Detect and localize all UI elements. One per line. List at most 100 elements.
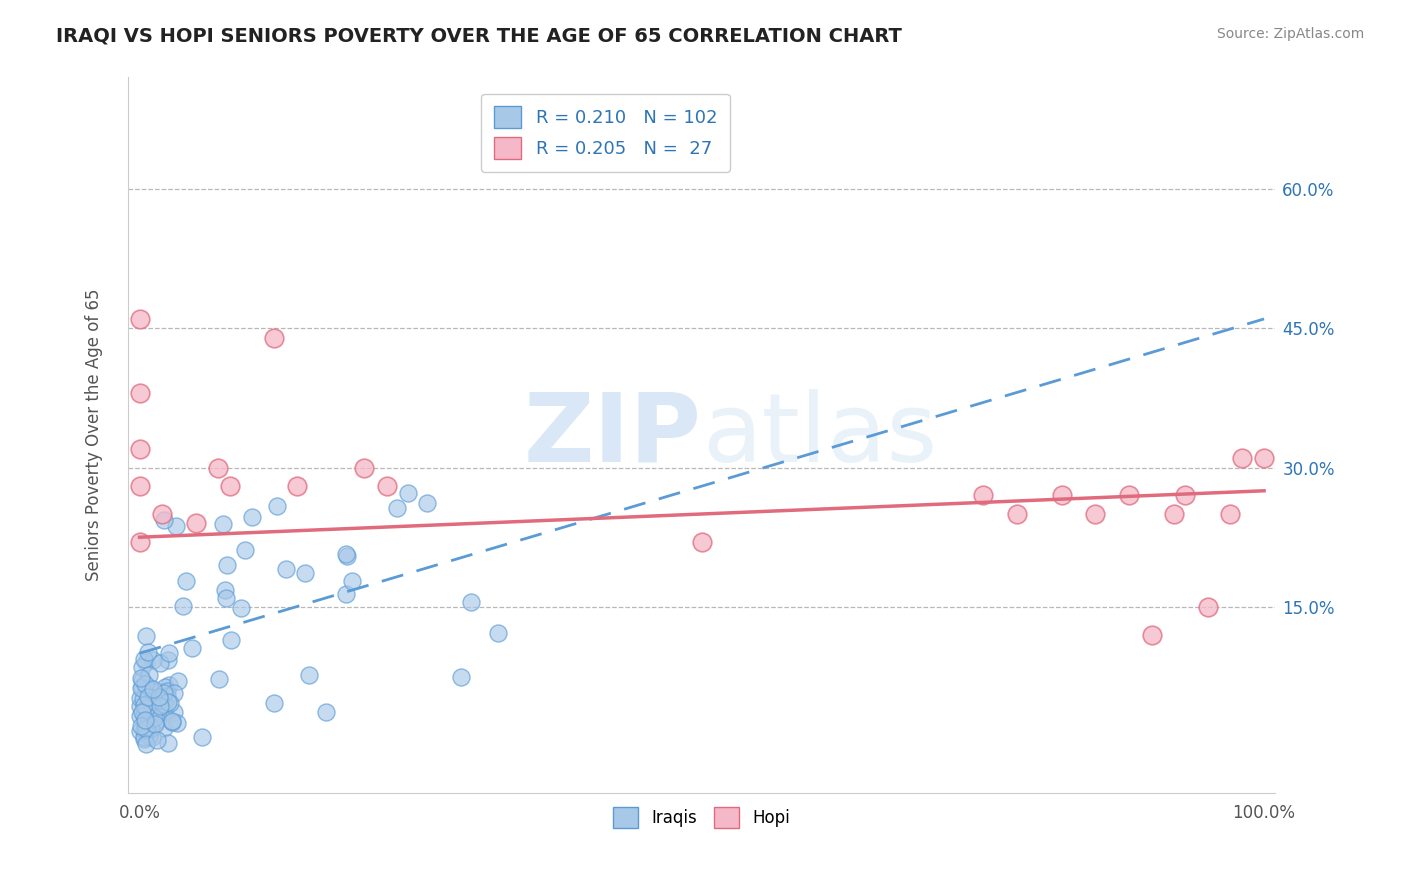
- Point: [157, 646, 180, 660]
- Point: [131, 705, 153, 719]
- Point: [138, 645, 160, 659]
- Point: [135, 717, 157, 731]
- Point: [138, 712, 160, 726]
- Point: [153, 721, 176, 735]
- Point: [180, 640, 202, 655]
- Point: [132, 723, 155, 738]
- Point: [165, 519, 187, 533]
- Point: [353, 460, 375, 475]
- Point: [131, 692, 153, 706]
- Point: [219, 632, 242, 647]
- Point: [138, 718, 160, 732]
- Point: [263, 696, 285, 710]
- Point: [1174, 488, 1197, 502]
- Point: [141, 683, 163, 698]
- Point: [142, 681, 165, 696]
- Point: [184, 516, 207, 531]
- Point: [174, 574, 197, 588]
- Point: [157, 695, 180, 709]
- Point: [208, 673, 231, 687]
- Point: [274, 562, 297, 576]
- Point: [153, 704, 176, 718]
- Point: [129, 698, 152, 713]
- Point: [157, 678, 180, 692]
- Point: [163, 686, 186, 700]
- Text: ZIP: ZIP: [524, 389, 702, 482]
- Point: [190, 730, 212, 744]
- Point: [134, 652, 156, 666]
- Point: [128, 479, 150, 493]
- Point: [136, 690, 159, 705]
- Text: IRAQI VS HOPI SENIORS POVERTY OVER THE AGE OF 65 CORRELATION CHART: IRAQI VS HOPI SENIORS POVERTY OVER THE A…: [56, 27, 903, 45]
- Point: [211, 517, 233, 532]
- Point: [135, 655, 157, 669]
- Point: [690, 534, 713, 549]
- Point: [152, 686, 174, 700]
- Point: [215, 558, 238, 572]
- Point: [146, 713, 169, 727]
- Point: [160, 714, 183, 729]
- Point: [150, 507, 173, 521]
- Point: [129, 719, 152, 733]
- Point: [141, 730, 163, 744]
- Point: [135, 701, 157, 715]
- Point: [138, 667, 160, 681]
- Point: [335, 587, 357, 601]
- Point: [128, 691, 150, 706]
- Point: [385, 500, 408, 515]
- Point: [1084, 507, 1107, 521]
- Point: [263, 330, 285, 344]
- Point: [1230, 451, 1253, 466]
- Point: [375, 479, 398, 493]
- Point: [315, 705, 337, 719]
- Point: [136, 711, 159, 725]
- Point: [340, 574, 363, 588]
- Point: [135, 702, 157, 716]
- Point: [298, 667, 321, 681]
- Point: [148, 690, 170, 704]
- Point: [1197, 599, 1219, 614]
- Point: [128, 442, 150, 456]
- Point: [149, 656, 172, 670]
- Point: [166, 716, 188, 731]
- Point: [1118, 488, 1140, 502]
- Point: [135, 722, 157, 736]
- Point: [1219, 507, 1241, 521]
- Point: [146, 690, 169, 704]
- Point: [214, 583, 236, 598]
- Point: [153, 697, 176, 711]
- Point: [336, 549, 359, 563]
- Point: [160, 714, 183, 728]
- Point: [156, 690, 179, 704]
- Point: [972, 488, 994, 502]
- Point: [1005, 507, 1028, 521]
- Point: [146, 733, 169, 747]
- Point: [138, 730, 160, 744]
- Point: [129, 723, 152, 738]
- Point: [1050, 488, 1073, 502]
- Point: [242, 509, 264, 524]
- Y-axis label: Seniors Poverty Over the Age of 65: Seniors Poverty Over the Age of 65: [86, 289, 103, 582]
- Point: [155, 681, 177, 695]
- Point: [229, 601, 252, 615]
- Point: [135, 737, 157, 751]
- Text: atlas: atlas: [702, 389, 936, 482]
- Point: [132, 698, 155, 712]
- Point: [294, 566, 316, 581]
- Point: [486, 625, 509, 640]
- Point: [128, 709, 150, 723]
- Point: [218, 479, 240, 493]
- Point: [159, 696, 181, 710]
- Point: [128, 312, 150, 326]
- Point: [142, 711, 165, 725]
- Point: [396, 485, 419, 500]
- Point: [131, 673, 153, 687]
- Point: [132, 732, 155, 747]
- Point: [149, 699, 172, 714]
- Legend: Iraqis, Hopi: Iraqis, Hopi: [607, 801, 797, 834]
- Point: [285, 479, 308, 493]
- Point: [139, 681, 162, 695]
- Point: [131, 680, 153, 694]
- Point: [335, 547, 357, 561]
- Point: [163, 705, 186, 719]
